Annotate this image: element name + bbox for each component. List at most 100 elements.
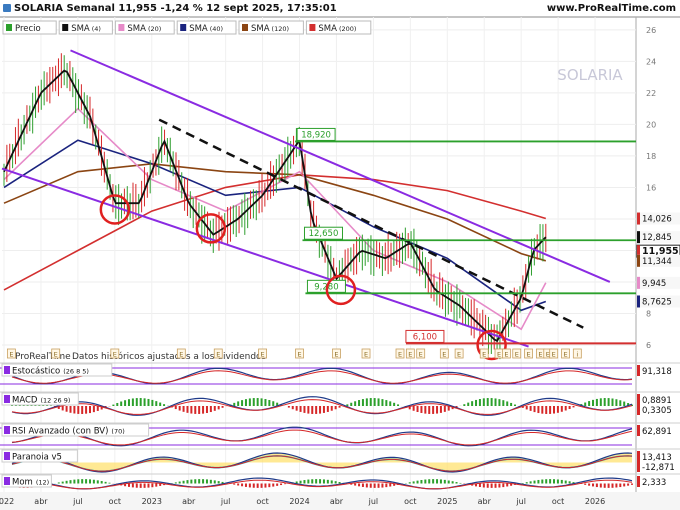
footer-note: ProRealTime bbox=[15, 352, 71, 362]
indicator-title-box[interactable] bbox=[1, 474, 52, 488]
event-marker[interactable] bbox=[439, 348, 449, 359]
right-value-marker bbox=[637, 254, 640, 267]
right-value-label: 12,845 bbox=[642, 233, 672, 243]
event-marker[interactable] bbox=[361, 348, 371, 359]
event-marker[interactable] bbox=[213, 348, 223, 359]
event-marker[interactable] bbox=[454, 348, 464, 359]
event-marker[interactable] bbox=[561, 348, 570, 359]
x-tick-label: oct bbox=[404, 497, 416, 506]
event-marker[interactable] bbox=[395, 348, 405, 359]
event-marker[interactable] bbox=[405, 348, 415, 359]
event-marker-label: E bbox=[563, 351, 567, 359]
event-marker-label: E bbox=[497, 351, 501, 359]
event-marker[interactable] bbox=[295, 348, 304, 359]
price-level-tag bbox=[405, 329, 445, 343]
y-tick-label: 26 bbox=[646, 26, 656, 35]
right-value-marker bbox=[637, 245, 640, 258]
y-tick-label: 20 bbox=[646, 120, 656, 129]
event-marker[interactable] bbox=[416, 348, 426, 359]
legend-item[interactable] bbox=[114, 20, 175, 35]
event-marker[interactable] bbox=[512, 348, 522, 359]
indicator-value-marker bbox=[637, 365, 640, 376]
right-value-marker bbox=[637, 276, 640, 289]
legend-swatch bbox=[62, 24, 69, 31]
indicator-value-tag bbox=[637, 425, 680, 436]
indicator-swatch bbox=[4, 366, 10, 374]
event-marker[interactable] bbox=[51, 348, 61, 359]
indicator-title: Mom (12) bbox=[12, 478, 49, 488]
event-marker-label: i bbox=[576, 351, 578, 359]
event-marker-label: E bbox=[408, 351, 412, 359]
x-tick-label: 2023 bbox=[142, 497, 162, 506]
indicator-value-tag bbox=[637, 404, 680, 415]
x-tick-label: abr bbox=[330, 497, 344, 506]
event-marker[interactable] bbox=[332, 348, 341, 359]
y-tick-label: 16 bbox=[646, 183, 656, 192]
sma-4-line bbox=[3, 69, 547, 343]
right-value-marker bbox=[637, 295, 640, 308]
event-marker[interactable] bbox=[524, 348, 533, 359]
x-tick-label: oct bbox=[552, 497, 564, 506]
header-bar: SOLARIA Semanal 11,955 -1,24 % 12 sept 2… bbox=[0, 0, 680, 17]
right-value-label: 8,7625 bbox=[642, 297, 672, 307]
right-value-label: 11,955 bbox=[642, 246, 679, 257]
right-value-label: 9,945 bbox=[642, 279, 666, 289]
price-level-label: 18,920 bbox=[301, 130, 331, 140]
price-level-tag bbox=[296, 127, 336, 141]
legend-label: SMA (20) bbox=[127, 24, 161, 34]
legend-item[interactable] bbox=[176, 20, 237, 35]
legend-item[interactable] bbox=[2, 20, 57, 35]
indicator-value-marker bbox=[637, 404, 640, 415]
event-marker-label: E bbox=[364, 351, 368, 359]
y-tick-label: 18 bbox=[646, 152, 656, 161]
highlight-circle bbox=[476, 329, 507, 361]
legend-label: Precio bbox=[15, 24, 41, 34]
indicator-value-tag bbox=[637, 461, 680, 472]
indicator-swatch bbox=[4, 426, 10, 434]
legend-swatch bbox=[180, 24, 187, 31]
indicator-params: (70) bbox=[111, 428, 124, 436]
x-tick-label: 2026 bbox=[585, 497, 605, 506]
legend-item[interactable] bbox=[58, 20, 113, 35]
indicator-value: 91,318 bbox=[642, 367, 672, 377]
indicator-title-box[interactable] bbox=[1, 363, 113, 377]
indicator-line bbox=[11, 426, 633, 447]
event-marker[interactable] bbox=[572, 348, 582, 359]
app-icon bbox=[3, 4, 11, 12]
event-marker[interactable] bbox=[258, 348, 267, 359]
right-value-marker bbox=[637, 212, 640, 225]
event-marker[interactable] bbox=[176, 348, 186, 359]
event-marker[interactable] bbox=[110, 348, 120, 359]
event-marker-label: E bbox=[527, 351, 531, 359]
indicator-swatch bbox=[4, 477, 10, 485]
indicator-title-box[interactable] bbox=[1, 423, 150, 437]
indicator-title: Estocástico (26 8 5) bbox=[12, 367, 89, 377]
event-marker-label: E bbox=[261, 351, 265, 359]
footer-sub: Datos históricos ajustados a los dividen… bbox=[72, 351, 267, 362]
x-axis-bar bbox=[0, 492, 680, 510]
event-marker-label: E bbox=[179, 351, 183, 359]
site-link[interactable]: www.ProRealTime.com bbox=[546, 3, 676, 14]
indicator-value-tag bbox=[637, 365, 680, 376]
x-tick-label: 2025 bbox=[437, 497, 457, 506]
indicator-title-box[interactable] bbox=[1, 392, 79, 406]
channel-upper bbox=[70, 49, 611, 283]
sma-line bbox=[3, 107, 547, 331]
chart-title: SOLARIA Semanal 11,955 -1,24 % 12 sept 2… bbox=[14, 3, 337, 14]
right-value-tag bbox=[637, 254, 680, 267]
event-marker[interactable] bbox=[6, 348, 16, 359]
event-marker-label: E bbox=[504, 351, 508, 359]
indicator-title-box[interactable] bbox=[1, 449, 78, 463]
indicator-params: (12 26 9) bbox=[40, 397, 70, 405]
event-marker[interactable] bbox=[549, 348, 559, 359]
legend-item[interactable] bbox=[305, 20, 372, 35]
event-marker-label: E bbox=[482, 351, 486, 359]
price-level-tag bbox=[303, 226, 343, 240]
indicator-value: -12,871 bbox=[642, 463, 675, 473]
event-marker[interactable] bbox=[501, 348, 511, 359]
indicator-swatch bbox=[4, 452, 10, 460]
legend-item[interactable] bbox=[238, 20, 304, 35]
event-marker[interactable] bbox=[479, 348, 489, 359]
highlight-circle bbox=[195, 213, 227, 244]
